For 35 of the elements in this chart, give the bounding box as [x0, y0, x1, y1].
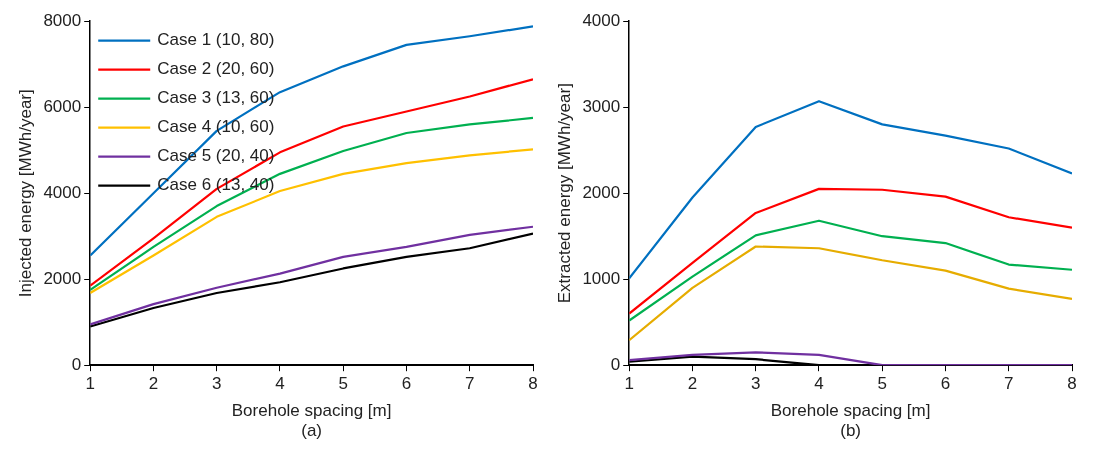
x-tick-label: 6: [940, 374, 951, 394]
x-tick-label: 3: [750, 374, 761, 394]
legend-label: Case 3 (13, 60): [157, 88, 275, 108]
y-tick-label: 0: [610, 354, 621, 374]
legend-label: Case 2 (20, 60): [157, 59, 275, 79]
y-axis-title: Injected energy [MWh/year]: [15, 89, 35, 298]
x-tick-label: 3: [211, 374, 222, 394]
y-tick-label: 8000: [43, 10, 82, 30]
x-tick-label: 8: [528, 374, 538, 394]
y-tick-label: 4000: [582, 10, 621, 30]
x-tick-label: 7: [1004, 374, 1014, 394]
x-tick-label: 7: [465, 374, 475, 394]
y-tick-label: 3000: [582, 96, 621, 116]
text: (b): [840, 421, 861, 441]
x-tick-label: 5: [338, 374, 348, 394]
x-tick-label: 1: [624, 374, 634, 394]
x-tick-label: 4: [275, 374, 285, 394]
y-tick-label: 2000: [582, 182, 621, 202]
text: (a): [301, 421, 322, 441]
x-axis-title: Borehole spacing [m]: [770, 401, 931, 421]
x-tick-label: 6: [401, 374, 412, 394]
x-tick-label: 2: [687, 374, 698, 394]
x-tick-label: 2: [148, 374, 159, 394]
x-tick-label: 1: [85, 374, 95, 394]
y-tick-label: 2000: [43, 268, 82, 288]
x-tick-label: 8: [1067, 374, 1077, 394]
y-axis-title: Extracted energy [MWh/year]: [554, 83, 574, 304]
y-tick-label: 6000: [43, 96, 82, 116]
x-tick-label: 4: [814, 374, 824, 394]
x-axis-title: Borehole spacing [m]: [231, 401, 392, 421]
y-tick-label: 0: [71, 354, 82, 374]
legend-label: Case 1 (10, 80): [157, 30, 275, 50]
y-tick-label: 1000: [582, 268, 621, 288]
x-tick-label: 5: [877, 374, 887, 394]
y-tick-label: 4000: [43, 182, 82, 202]
